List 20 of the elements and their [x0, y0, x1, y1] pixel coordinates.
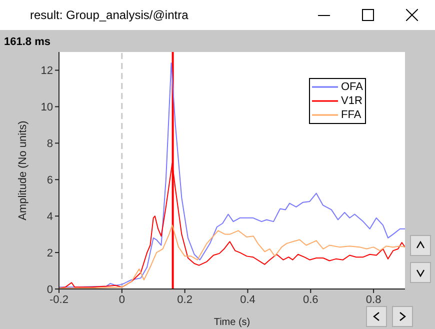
y-tick-label: 12 — [40, 65, 53, 78]
legend-label: V1R — [341, 94, 362, 108]
y-tick-label: 4 — [46, 210, 53, 223]
y-tick-label: 6 — [46, 174, 53, 187]
chart-title: result: Group_analysis/@intra — [30, 8, 188, 22]
x-tick-label: 0.8 — [366, 294, 382, 306]
x-tick-label: 0.4 — [240, 294, 256, 306]
x-axis-title: Time (s) — [214, 317, 250, 328]
y-tick-label: 8 — [46, 138, 53, 150]
x-tick-label: 0.6 — [302, 294, 318, 306]
legend-label: FFA — [341, 108, 362, 122]
legend-label: OFA — [341, 80, 364, 94]
y-tick-label: 2 — [46, 247, 53, 260]
y-tick-label: 0 — [46, 284, 53, 296]
y-axis-title: Amplitude (No units) — [16, 120, 29, 220]
x-tick-label: 0.2 — [177, 294, 192, 306]
y-tick-label: 10 — [40, 102, 53, 114]
text: 161.8 ms — [4, 36, 50, 48]
x-tick-label: -0.2 — [50, 294, 68, 306]
x-tick-label: 0 — [118, 294, 125, 306]
